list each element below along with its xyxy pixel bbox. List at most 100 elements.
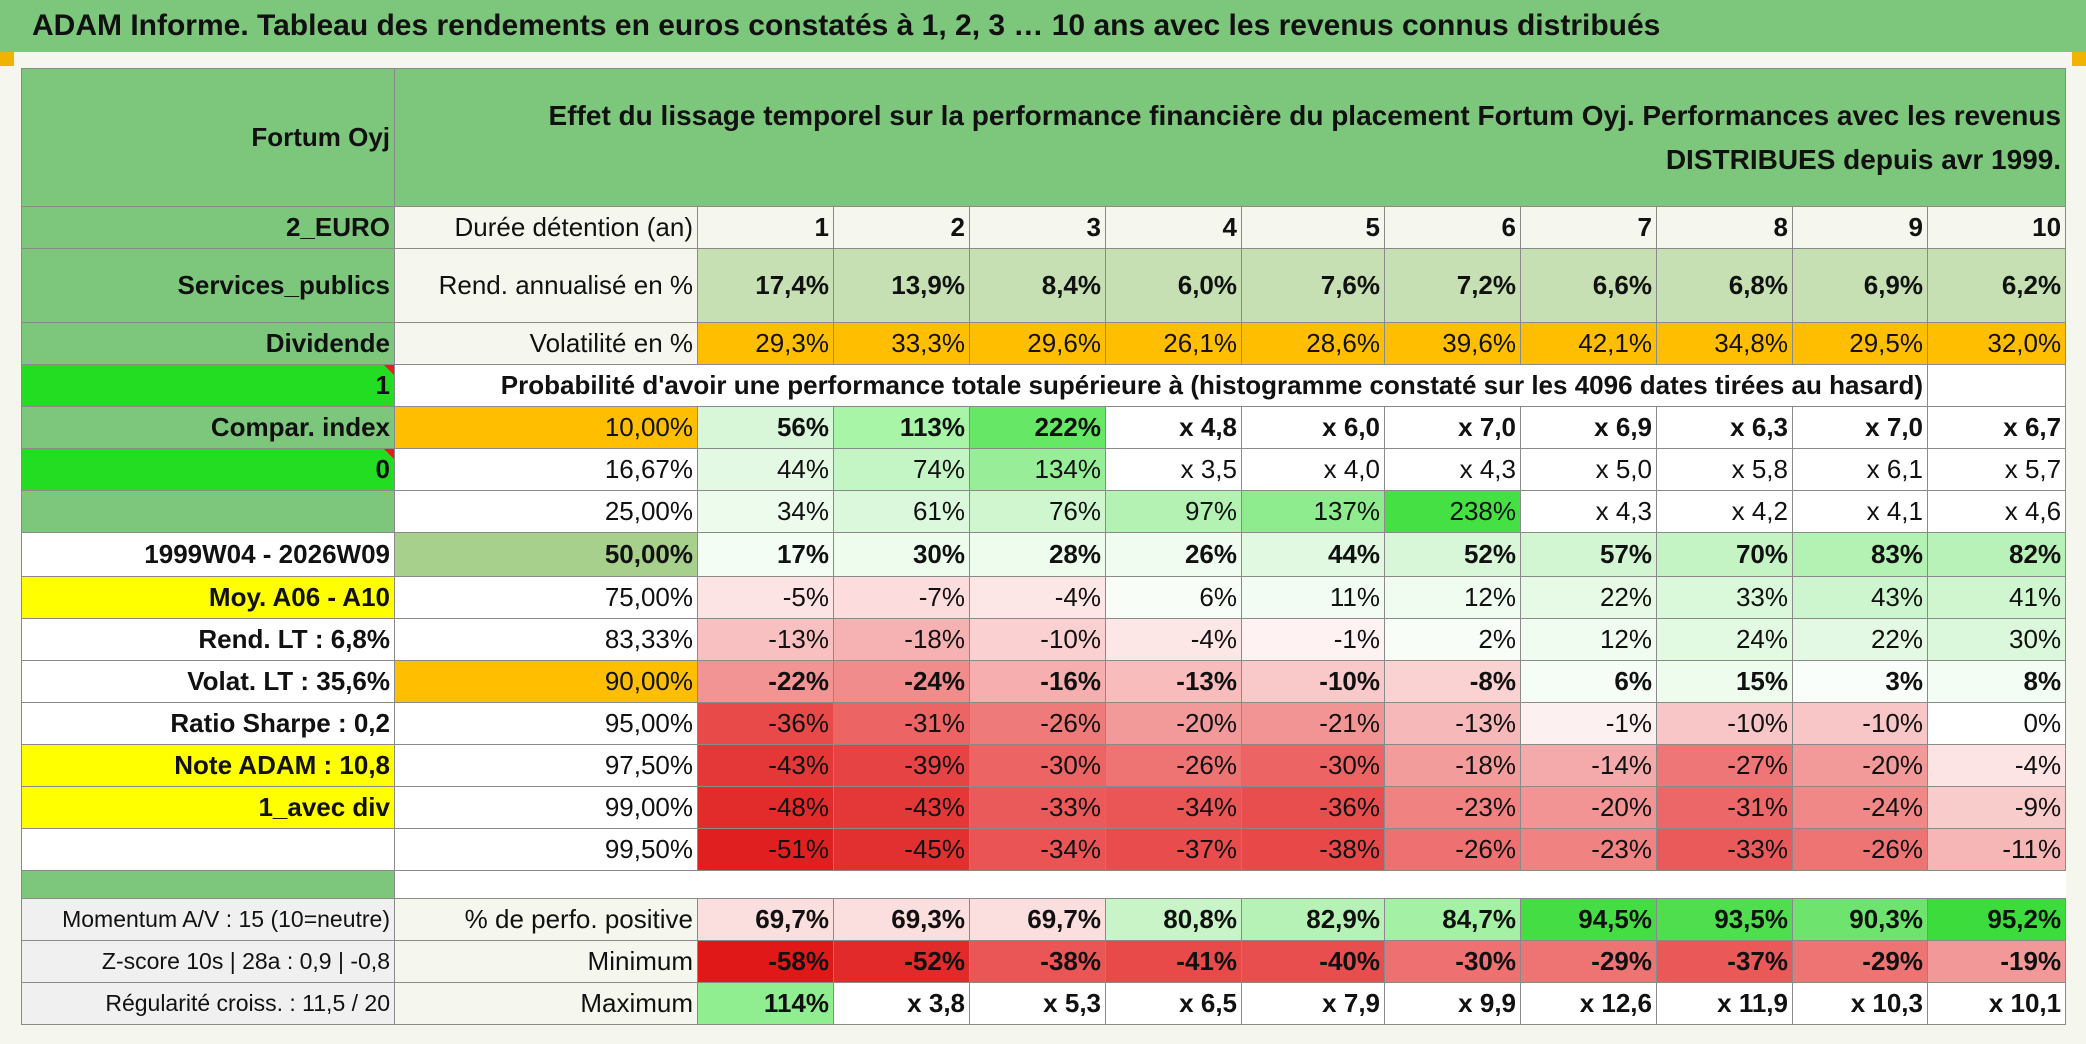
- quantile-cell: -1%: [1241, 618, 1385, 661]
- quantile-cell: x 4,2: [1656, 490, 1793, 533]
- quantile-cell: 12%: [1520, 618, 1657, 661]
- rend-cell: 6,2%: [1926, 248, 2067, 323]
- quantile-cell: 41%: [1926, 576, 2067, 619]
- volat-cell: 33,3%: [833, 322, 970, 365]
- quantile-cell: -7%: [833, 576, 970, 619]
- sharpe-label: Ratio Sharpe : 0,2: [21, 702, 395, 745]
- minimum-cell: -19%: [1926, 940, 2067, 983]
- quantile-cell: 61%: [833, 490, 970, 533]
- quantile-label: 95,00%: [394, 702, 698, 745]
- quantile-cell: 22%: [1520, 576, 1657, 619]
- year-header: 8: [1656, 206, 1793, 249]
- minimum-cell: -29%: [1520, 940, 1657, 983]
- avec-div-label: 1_avec div: [21, 786, 395, 829]
- quantile-cell: 56%: [697, 406, 834, 449]
- quantile-cell: -10%: [1792, 702, 1928, 745]
- year-header: 3: [969, 206, 1106, 249]
- quantile-cell: -13%: [1105, 660, 1242, 703]
- quantile-cell: 30%: [833, 532, 970, 577]
- quantile-cell: -36%: [697, 702, 834, 745]
- volat-cell: 28,6%: [1241, 322, 1385, 365]
- year-header: 4: [1105, 206, 1242, 249]
- quantile-cell: -30%: [969, 744, 1106, 787]
- zscore-label: Z-score 10s | 28a : 0,9 | -0,8: [21, 940, 395, 983]
- quantile-label: 16,67%: [394, 448, 698, 491]
- quantile-cell: 30%: [1926, 618, 2067, 661]
- quantile-cell: -43%: [697, 744, 834, 787]
- quantile-cell: 222%: [969, 406, 1106, 449]
- minimum-cell: -38%: [969, 940, 1106, 983]
- perf-pos-cell: 69,7%: [969, 898, 1106, 941]
- quantile-cell: -30%: [1241, 744, 1385, 787]
- row-label-minimum: Minimum: [394, 940, 698, 983]
- maximum-cell: x 11,9: [1656, 982, 1793, 1025]
- perf-pos-cell: 93,5%: [1656, 898, 1793, 941]
- minimum-cell: -40%: [1241, 940, 1385, 983]
- empty-label-cell: [21, 828, 395, 871]
- quantile-cell: 6%: [1520, 660, 1657, 703]
- quantile-label: 97,50%: [394, 744, 698, 787]
- maximum-cell: x 6,5: [1105, 982, 1242, 1025]
- rend-cell: 7,2%: [1384, 248, 1521, 323]
- quantile-cell: 24%: [1656, 618, 1793, 661]
- quantile-cell: x 6,3: [1656, 406, 1793, 449]
- year-header: 6: [1384, 206, 1521, 249]
- quantile-cell: 113%: [833, 406, 970, 449]
- perf-pos-cell: 95,2%: [1926, 898, 2067, 941]
- rend-cell: 6,0%: [1105, 248, 1242, 323]
- note-adam-label: Note ADAM : 10,8: [21, 744, 395, 787]
- quantile-cell: -18%: [1384, 744, 1521, 787]
- quantile-cell: x 7,0: [1792, 406, 1928, 449]
- quantile-cell: 11%: [1241, 576, 1385, 619]
- quantile-cell: 22%: [1792, 618, 1928, 661]
- quantile-cell: -8%: [1384, 660, 1521, 703]
- rend-lt-label: Rend. LT : 6,8%: [21, 618, 395, 661]
- quantile-cell: x 4,3: [1384, 448, 1521, 491]
- volat-lt-label: Volat. LT : 35,6%: [21, 660, 395, 703]
- quantile-cell: 34%: [697, 490, 834, 533]
- period-label: 1999W04 - 2026W09: [21, 532, 395, 577]
- quantile-cell: 2%: [1384, 618, 1521, 661]
- quantile-cell: -10%: [969, 618, 1106, 661]
- quantile-label: 10,00%: [394, 406, 698, 449]
- quantile-cell: x 4,6: [1926, 490, 2067, 533]
- quantile-cell: -23%: [1520, 828, 1657, 871]
- rend-cell: 7,6%: [1241, 248, 1385, 323]
- quantile-cell: -37%: [1105, 828, 1242, 871]
- row-label-rend: Rend. annualisé en %: [394, 248, 698, 323]
- rend-cell: 6,9%: [1792, 248, 1928, 323]
- quantile-cell: -9%: [1926, 786, 2067, 829]
- performance-table: Fortum Oyj Effet du lissage temporel sur…: [21, 68, 2067, 1025]
- quantile-label: 90,00%: [394, 660, 698, 703]
- quantile-cell: 74%: [833, 448, 970, 491]
- maximum-cell: x 5,3: [969, 982, 1106, 1025]
- moy-label: Moy. A06 - A10: [21, 576, 395, 619]
- quantile-cell: -33%: [969, 786, 1106, 829]
- maximum-cell: x 10,1: [1926, 982, 2067, 1025]
- quantile-cell: x 3,5: [1105, 448, 1242, 491]
- report-title: ADAM Informe. Tableau des rendements en …: [0, 0, 2086, 52]
- empty-cell: [1926, 364, 2067, 407]
- quantile-cell: 12%: [1384, 576, 1521, 619]
- quantile-cell: -43%: [833, 786, 970, 829]
- perf-pos-cell: 69,7%: [697, 898, 834, 941]
- quantile-cell: -39%: [833, 744, 970, 787]
- quantile-cell: 44%: [1241, 532, 1385, 577]
- maximum-cell: x 12,6: [1520, 982, 1657, 1025]
- quantile-label: 25,00%: [394, 490, 698, 533]
- quantile-cell: x 4,1: [1792, 490, 1928, 533]
- perf-pos-cell: 84,7%: [1384, 898, 1521, 941]
- quantile-cell: 82%: [1926, 532, 2067, 577]
- minimum-cell: -30%: [1384, 940, 1521, 983]
- quantile-cell: 3%: [1792, 660, 1928, 703]
- quantile-cell: -10%: [1241, 660, 1385, 703]
- quantile-cell: -26%: [969, 702, 1106, 745]
- quantile-cell: -26%: [1384, 828, 1521, 871]
- currency-label: 2_EURO: [21, 206, 395, 249]
- rend-cell: 6,8%: [1656, 248, 1793, 323]
- corner-marker: [0, 52, 14, 66]
- quantile-cell: -21%: [1241, 702, 1385, 745]
- volat-cell: 29,5%: [1792, 322, 1928, 365]
- quantile-cell: x 6,0: [1241, 406, 1385, 449]
- quantile-cell: 43%: [1792, 576, 1928, 619]
